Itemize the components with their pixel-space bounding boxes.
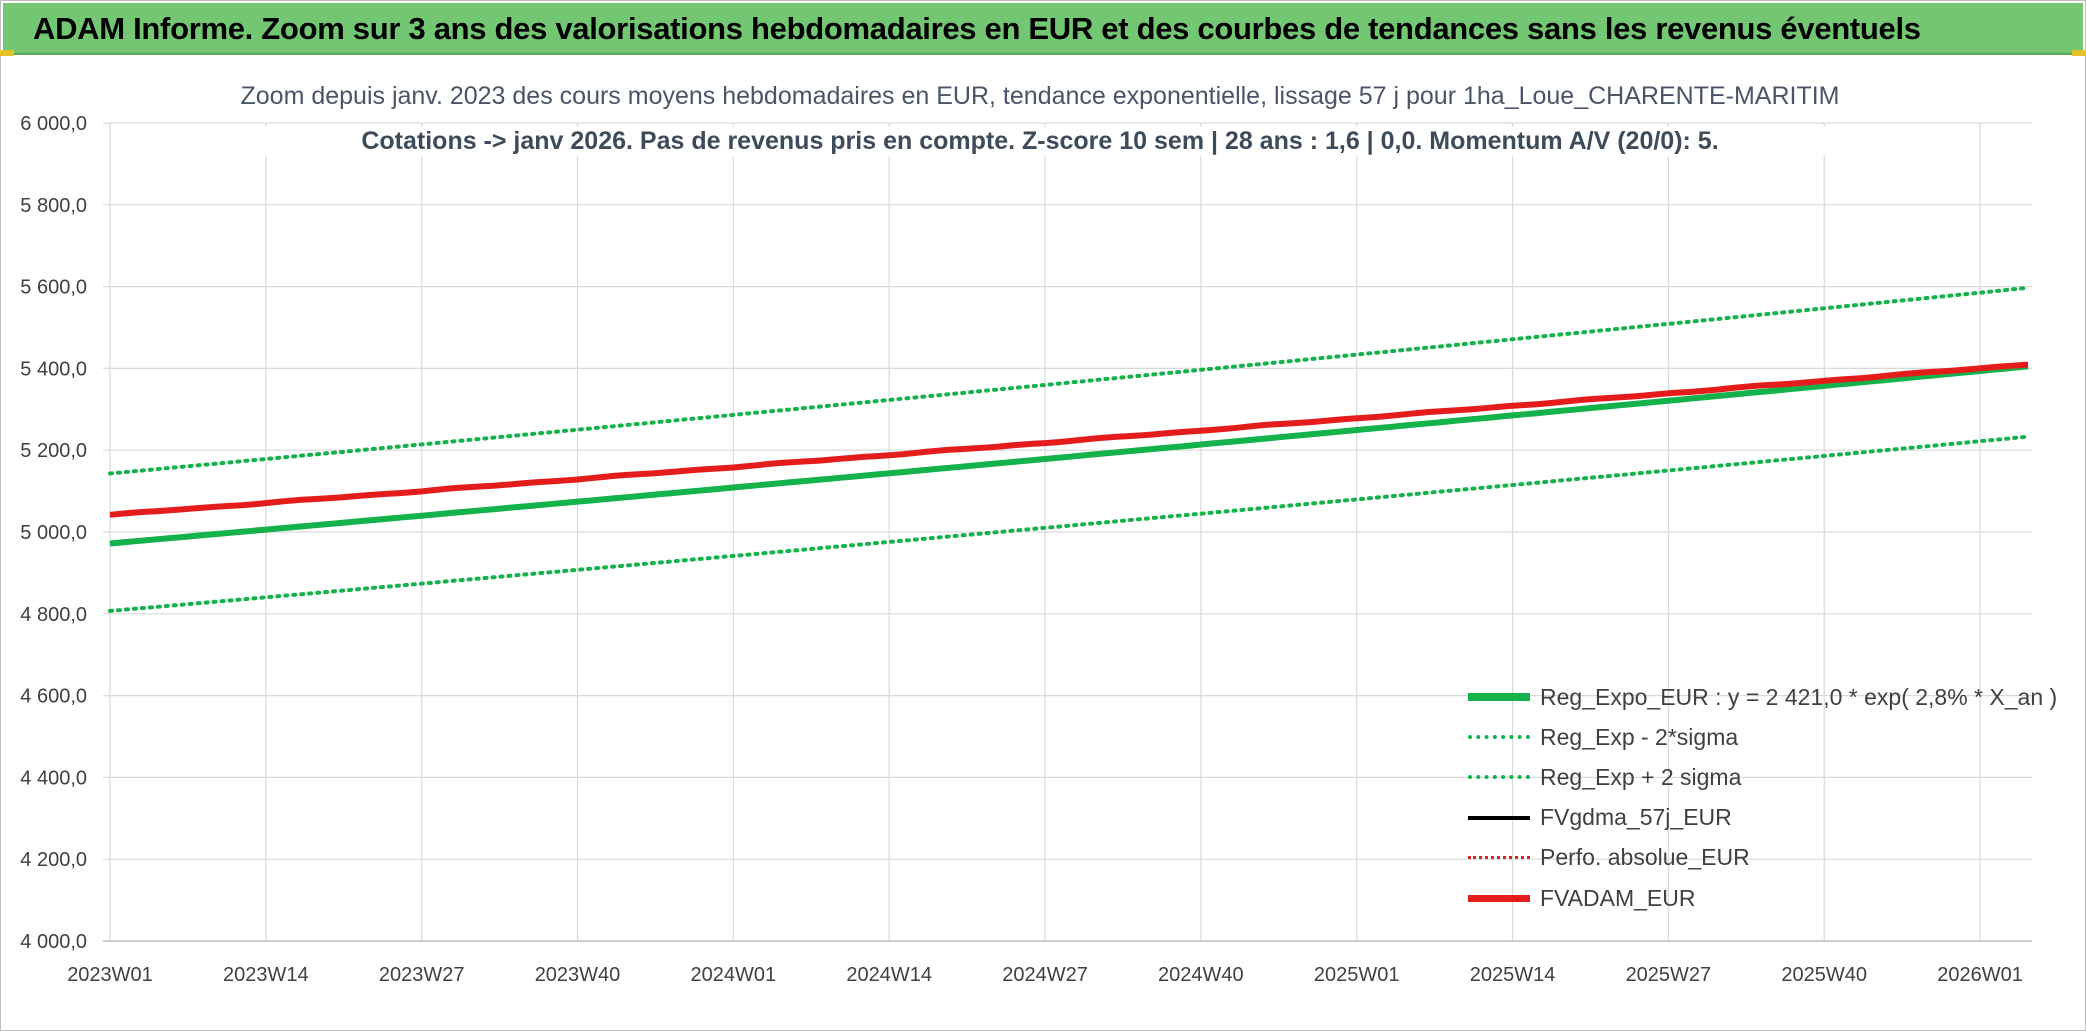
legend-label: FVgdma_57j_EUR bbox=[1540, 804, 1732, 831]
x-tick-label: 2026W01 bbox=[1937, 964, 2023, 986]
report-title: ADAM Informe. Zoom sur 3 ans des valoris… bbox=[33, 11, 1921, 46]
x-tick-label: 2023W14 bbox=[223, 964, 309, 986]
y-tick-label: 5 800,0 bbox=[20, 195, 87, 217]
x-tick-label: 2024W01 bbox=[691, 964, 777, 986]
x-tick-label: 2024W27 bbox=[1002, 964, 1088, 986]
series-line-reg-expo bbox=[109, 363, 2029, 547]
legend-item-fvadam: FVADAM_EUR bbox=[1468, 878, 2057, 918]
legend-swatch-dotted-green bbox=[1468, 735, 1530, 740]
legend-swatch-dotted-red bbox=[1468, 856, 1530, 860]
legend-label: Perfo. absolue_EUR bbox=[1540, 844, 1750, 871]
legend-swatch-solid-green bbox=[1468, 693, 1530, 702]
legend-item-fvgdma: FVgdma_57j_EUR bbox=[1468, 798, 2057, 838]
legend-label: Reg_Exp - 2*sigma bbox=[1540, 723, 1739, 750]
legend-item-reg-expo: Reg_Expo_EUR : y = 2 421,0 * exp( 2,8% *… bbox=[1468, 677, 2057, 717]
legend-label: Reg_Exp + 2 sigma bbox=[1540, 763, 1742, 790]
corner-marker-right bbox=[2072, 50, 2086, 56]
legend-swatch-dotted-green bbox=[1468, 775, 1530, 780]
series-line-reg-exp-plus-2sigma bbox=[108, 285, 2030, 476]
x-tick-label: 2024W14 bbox=[846, 964, 932, 986]
y-tick-label: 4 600,0 bbox=[20, 686, 87, 708]
legend-label: FVADAM_EUR bbox=[1540, 884, 1696, 911]
chart-title-line1: Zoom depuis janv. 2023 des cours moyens … bbox=[240, 82, 1840, 111]
x-tick-label: 2025W27 bbox=[1626, 964, 1712, 986]
x-tick-label: 2025W14 bbox=[1470, 964, 1556, 986]
legend-item-reg-exp-plus: Reg_Exp + 2 sigma bbox=[1468, 757, 2057, 797]
series-line-reg-exp-minus-2sigma bbox=[108, 434, 2030, 613]
legend-item-perfo: Perfo. absolue_EUR bbox=[1468, 838, 2057, 878]
y-tick-label: 5 200,0 bbox=[20, 440, 87, 462]
y-tick-label: 6 000,0 bbox=[20, 113, 87, 135]
corner-marker-left bbox=[0, 50, 14, 56]
y-tick-label: 5 000,0 bbox=[20, 522, 87, 544]
chart-legend: Reg_Expo_EUR : y = 2 421,0 * exp( 2,8% *… bbox=[1468, 677, 2057, 918]
x-tick-label: 2025W01 bbox=[1314, 964, 1400, 986]
x-tick-label: 2024W40 bbox=[1158, 964, 1244, 986]
report-banner: ADAM Informe. Zoom sur 3 ans des valoris… bbox=[3, 3, 2083, 55]
x-tick-label: 2023W01 bbox=[67, 964, 153, 986]
legend-swatch-solid-red bbox=[1468, 894, 1530, 902]
x-tick-label: 2023W40 bbox=[535, 964, 621, 986]
legend-item-reg-exp-minus: Reg_Exp - 2*sigma bbox=[1468, 717, 2057, 757]
legend-swatch-solid-black bbox=[1468, 815, 1530, 820]
legend-label: Reg_Expo_EUR : y = 2 421,0 * exp( 2,8% *… bbox=[1540, 683, 2058, 710]
y-tick-label: 5 400,0 bbox=[20, 358, 87, 380]
y-tick-label: 5 600,0 bbox=[20, 277, 87, 299]
y-tick-label: 4 200,0 bbox=[20, 849, 87, 871]
x-tick-label: 2025W40 bbox=[1781, 964, 1867, 986]
y-tick-label: 4 800,0 bbox=[20, 604, 87, 626]
x-tick-label: 2023W27 bbox=[379, 964, 465, 986]
y-tick-label: 4 000,0 bbox=[20, 931, 87, 953]
series-line-fvadam bbox=[109, 361, 2029, 518]
chart-title-line2: Cotations -> janv 2026. Pas de revenus p… bbox=[240, 127, 1840, 156]
y-tick-label: 4 400,0 bbox=[20, 767, 87, 789]
